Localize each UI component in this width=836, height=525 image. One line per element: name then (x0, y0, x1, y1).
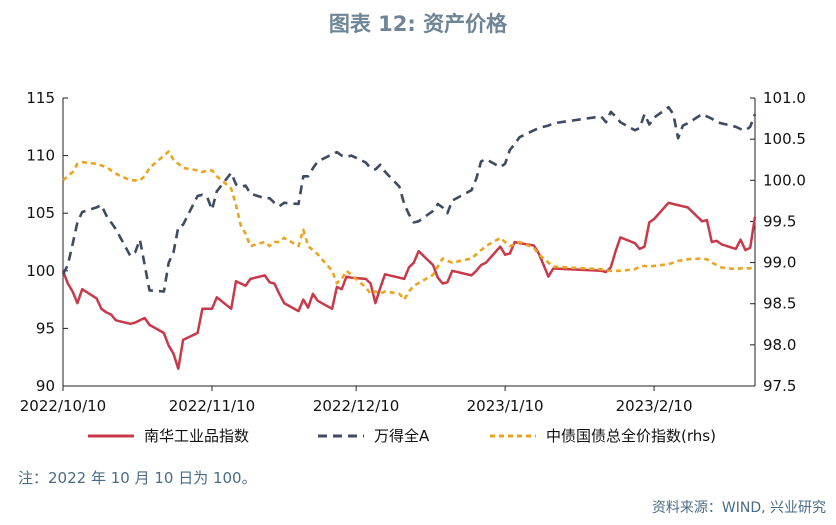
x-tick-label: 2022/11/10 (169, 397, 255, 415)
chart-title: 图表 12: 资产价格 (328, 12, 508, 36)
y-right-tick-label: 99.5 (763, 212, 796, 230)
chart-source: 资料来源：WIND, 兴业研究 (651, 500, 826, 516)
x-tick-label: 2023/1/10 (467, 397, 544, 415)
y-right-tick-label: 98.0 (763, 336, 796, 354)
series-line-2 (61, 105, 757, 293)
legend-label-1: 南华工业品指数 (144, 427, 249, 445)
y-left-tick-label: 95 (36, 319, 55, 337)
y-left-tick-label: 90 (36, 377, 55, 395)
y-right-tick-label: 100.0 (763, 171, 806, 189)
chart-svg: 90 95 100 105 110 115 97.5 98.0 98.5 99.0 99.5 100.… (20, 89, 806, 445)
y-left-tick-label: 110 (26, 147, 55, 165)
x-tick-label: 2022/12/10 (313, 397, 399, 415)
y-left-tick-label: 115 (26, 89, 55, 107)
legend-label-3: 中债国债总全价指数(rhs) (546, 427, 716, 445)
x-tick-label: 2023/2/10 (616, 397, 693, 415)
y-right-tick-label: 99.0 (763, 254, 796, 272)
series-line-1 (61, 201, 757, 370)
y-right-tick-label: 98.5 (763, 295, 796, 313)
legend-label-2: 万得全A (374, 427, 430, 445)
y-left-tick-label: 100 (26, 262, 55, 280)
series-layer (61, 105, 757, 370)
y-right-tick-label: 101.0 (763, 89, 806, 107)
axes: 90 95 100 105 110 115 97.5 98.0 98.5 99.0 99.5 100.… (20, 89, 806, 415)
x-tick-label: 2022/10/10 (20, 397, 106, 415)
y-left-tick-label: 105 (26, 204, 55, 222)
y-right-tick-label: 100.5 (763, 130, 806, 148)
legend: 南华工业品指数 万得全A 中债国债总全价指数(rhs) (88, 427, 716, 445)
chart-note: 注：2022 年 10 月 10 日为 100。 (18, 469, 257, 487)
y-right-tick-label: 97.5 (763, 377, 796, 395)
series-line-3 (62, 150, 756, 301)
